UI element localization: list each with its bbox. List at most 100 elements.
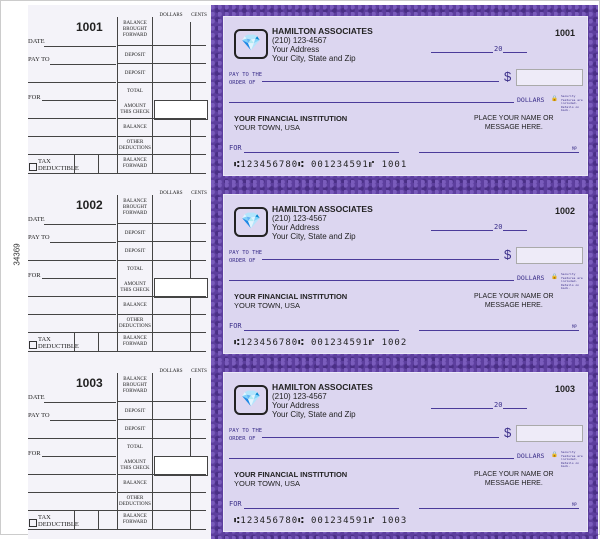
divider [28,136,116,137]
date-line[interactable] [431,52,493,53]
message-line2: MESSAGE HERE. [484,302,543,309]
dollars-header: DOLLARS [159,191,183,196]
pay-to-line[interactable] [50,420,116,421]
check-face: 💎 HAMILTON ASSOCIATES (210) 123-4567 You… [223,16,588,176]
signature-line[interactable] [419,152,579,153]
dollars-header: DOLLARS [159,369,183,374]
company-city: Your City, State and Zip [272,232,356,241]
divider [190,22,191,173]
deposit-label: DEPOSIT [124,427,146,432]
memo-label: FOR [229,500,242,508]
pay-to-line[interactable] [50,242,116,243]
amount-words-line[interactable] [229,280,514,281]
message-line1: PLACE YOUR NAME OR [474,115,554,122]
divider [118,314,206,315]
divider [118,438,206,439]
divider [28,474,116,475]
balance-brought-forward-label: BALANCE BROUGHT FORWARD [122,199,148,216]
memo-line[interactable] [244,152,399,153]
signature-line[interactable] [419,330,579,331]
pay-to-line[interactable] [50,64,116,65]
date-line[interactable] [44,402,116,403]
other-deductions-label: OTHER DEDUCTIONS [119,318,151,329]
mp-mark: MP [572,324,577,329]
tax-deductible-checkbox[interactable] [29,519,37,527]
divider [28,529,206,530]
bank-town: YOUR TOWN, USA [234,123,300,132]
date-line[interactable] [431,408,493,409]
payee-line[interactable] [262,81,499,82]
amount-box[interactable] [516,247,583,264]
divider [118,241,206,242]
diamond-logo-icon: 💎 [234,385,268,415]
amount-box[interactable] [516,69,583,86]
year-line[interactable] [503,408,527,409]
total-label: TOTAL [127,445,143,450]
date-line[interactable] [44,46,116,47]
dollar-sign: $ [504,247,512,262]
mp-mark: MP [572,146,577,151]
memo-line[interactable] [244,508,399,509]
divider [98,510,99,529]
amount-this-check-box[interactable] [154,100,208,120]
amount-this-check-label: AMOUNT THIS CHECK [120,282,150,293]
company-phone: (210) 123-4567 [272,392,327,401]
divider [118,82,206,83]
amount-this-check-box[interactable] [154,456,208,476]
signature-line[interactable] [419,508,579,509]
amount-this-check-box[interactable] [154,278,208,298]
company-name: HAMILTON ASSOCIATES [272,26,373,36]
micr-line: ⑆123456780⑆ 001234591⑈ 1002 [234,338,408,348]
year-prefix: 20 [494,45,503,53]
company-address: Your Address [272,223,320,232]
divider [118,401,206,402]
date-line[interactable] [44,224,116,225]
bank-info: YOUR FINANCIAL INSTITUTION YOUR TOWN, USA [234,470,347,488]
for-line[interactable] [42,278,116,279]
payee-line[interactable] [262,437,499,438]
divider [74,332,75,351]
balance-brought-forward-label: BALANCE BROUGHT FORWARD [122,21,148,38]
dollar-sign: $ [504,425,512,440]
balance-brought-forward-label: BALANCE BROUGHT FORWARD [122,377,148,394]
divider [118,492,206,493]
divider [118,118,206,119]
check-number: 1001 [554,28,575,38]
year-prefix: 20 [494,223,503,231]
pay-to-label: PAY TO [28,234,50,241]
divider [152,195,153,351]
year-line[interactable] [503,230,527,231]
message-line1: PLACE YOUR NAME OR [474,293,554,300]
divider [28,296,116,297]
date-line[interactable] [431,230,493,231]
security-note: Security features are included. Details … [561,450,583,468]
divider [190,200,191,351]
company-phone: (210) 123-4567 [272,36,327,45]
bank-info: YOUR FINANCIAL INSTITUTION YOUR TOWN, USA [234,292,347,310]
for-line[interactable] [42,456,116,457]
security-note: Security features are included. Details … [561,94,583,112]
divider [118,63,206,64]
divider [28,314,116,315]
check: 💎 HAMILTON ASSOCIATES (210) 123-4567 You… [211,5,598,183]
stub-number: 1003 [76,376,103,390]
divider [117,17,118,173]
cents-header: CENTS [191,191,207,196]
amount-words-line[interactable] [229,458,514,459]
tax-deductible-checkbox[interactable] [29,341,37,349]
company-city: Your City, State and Zip [272,54,356,63]
for-line[interactable] [42,100,116,101]
tax-deductible-checkbox[interactable] [29,163,37,171]
amount-box[interactable] [516,425,583,442]
balance-forward-label: BALANCE FORWARD [122,514,148,525]
check-number: 1002 [554,206,575,216]
divider [28,492,116,493]
payee-line[interactable] [262,259,499,260]
deposit-label: DEPOSIT [124,409,146,414]
amount-words-line[interactable] [229,102,514,103]
check-number: 1003 [554,384,575,394]
year-line[interactable] [503,52,527,53]
divider [28,438,116,439]
memo-line[interactable] [244,330,399,331]
for-label: FOR [28,94,41,101]
